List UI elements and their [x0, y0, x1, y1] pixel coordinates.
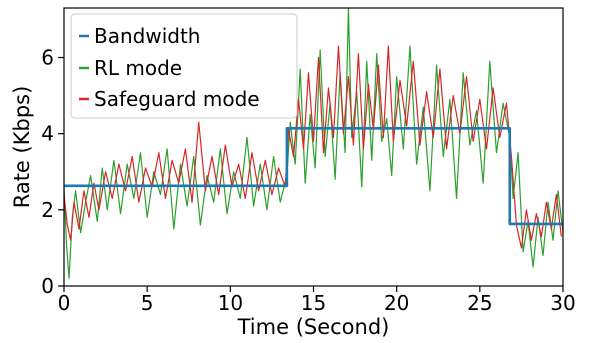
- x-tick-label: 10: [218, 291, 243, 315]
- x-tick-label: 15: [301, 291, 326, 315]
- x-tick-label: 0: [58, 291, 71, 315]
- y-tick-label: 2: [41, 198, 54, 222]
- legend: Bandwidth RL mode Safeguard mode: [71, 14, 297, 118]
- x-tick-label: 5: [141, 291, 154, 315]
- legend-label-bandwidth: Bandwidth: [94, 24, 200, 48]
- y-tick-label: 6: [41, 46, 54, 70]
- y-axis: 0 2 4 6: [41, 46, 64, 298]
- legend-label-rl-mode: RL mode: [94, 56, 182, 80]
- series-line-bandwidth: [64, 128, 563, 224]
- y-axis-label: Rate (Kbps): [10, 86, 34, 209]
- legend-label-safeguard-mode: Safeguard mode: [94, 87, 260, 111]
- x-tick-label: 20: [384, 291, 409, 315]
- x-axis-label: Time (Second): [237, 315, 390, 339]
- x-tick-label: 25: [467, 291, 492, 315]
- x-tick-label: 30: [550, 291, 575, 315]
- y-tick-label: 4: [41, 122, 54, 146]
- x-axis: 0 5 10 15 20 25 30: [58, 286, 576, 315]
- y-tick-label: 0: [41, 274, 54, 298]
